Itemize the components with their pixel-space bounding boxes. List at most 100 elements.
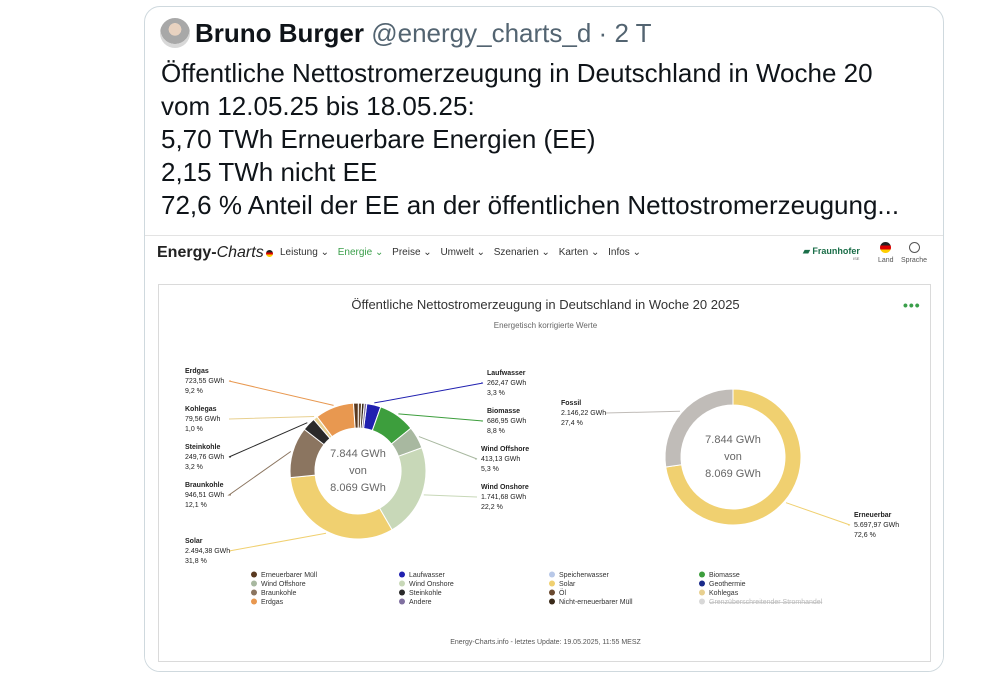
menu-szenarien[interactable]: Szenarien ⌄ bbox=[493, 247, 550, 258]
legend-item[interactable]: Erdgas bbox=[261, 599, 284, 606]
slice-label: Kohlegas bbox=[185, 406, 217, 413]
energy-charts-navbar: Energy-Charts Leistung ⌄ Energie ⌄ Preis… bbox=[145, 236, 943, 270]
legend-item[interactable]: Wind Onshore bbox=[409, 581, 454, 588]
logo-thin: Charts bbox=[216, 244, 264, 261]
slice-connector bbox=[374, 382, 484, 404]
pie-slice[interactable] bbox=[664, 388, 734, 468]
legend-item[interactable]: Speicherwasser bbox=[559, 572, 609, 579]
brand-name: Fraunhofer bbox=[812, 246, 860, 256]
legend-marker[interactable] bbox=[399, 589, 405, 596]
legend-item[interactable]: Erneuerbarer Müll bbox=[261, 572, 317, 579]
legend-item[interactable]: Braunkohle bbox=[261, 590, 297, 597]
tweet-time[interactable]: 2 T bbox=[614, 18, 652, 48]
slice-label: 946,51 GWh bbox=[185, 492, 224, 499]
menu-infos[interactable]: Infos ⌄ bbox=[608, 247, 641, 258]
tweet-card[interactable]: Bruno Burger @energy_charts_d · 2 T Öffe… bbox=[144, 6, 944, 672]
slice-label: Biomasse bbox=[487, 408, 520, 415]
author-name[interactable]: Bruno Burger bbox=[195, 18, 364, 48]
menu-energie[interactable]: Energie ⌄ bbox=[337, 247, 384, 258]
legend-marker[interactable] bbox=[399, 580, 405, 587]
chart-menu-icon[interactable]: ••• bbox=[903, 297, 921, 313]
legend-item[interactable]: Wind Offshore bbox=[261, 581, 306, 588]
legend-item[interactable]: Geothermie bbox=[709, 581, 746, 588]
slice-label: 9,2 % bbox=[185, 388, 203, 395]
slice-label: Wind Offshore bbox=[481, 446, 529, 453]
slice-label: 8,8 % bbox=[487, 428, 505, 435]
legend-marker[interactable] bbox=[399, 598, 405, 605]
legend-item[interactable]: Steinkohle bbox=[409, 590, 442, 597]
legend-item[interactable]: Solar bbox=[559, 581, 576, 588]
legend-item[interactable]: Andere bbox=[409, 599, 432, 606]
donut-center-text: 8.069 GWh bbox=[705, 468, 761, 480]
slice-label: Laufwasser bbox=[487, 370, 526, 377]
pie-slice[interactable] bbox=[378, 447, 427, 531]
legend-item[interactable]: Biomasse bbox=[709, 572, 740, 579]
legend-marker[interactable] bbox=[251, 598, 257, 605]
legend-marker[interactable] bbox=[549, 571, 555, 578]
author-handle[interactable]: @energy_charts_d bbox=[371, 18, 592, 48]
pie-slice[interactable] bbox=[665, 388, 802, 526]
legend-item[interactable]: Kohlegas bbox=[709, 590, 739, 597]
energy-charts-logo: Energy-Charts bbox=[157, 244, 273, 262]
slice-label: 31,8 % bbox=[185, 558, 207, 565]
slice-label: 262,47 GWh bbox=[487, 380, 526, 387]
slice-label: 1.741,68 GWh bbox=[481, 494, 526, 501]
legend-marker[interactable] bbox=[699, 598, 705, 605]
legend-marker[interactable] bbox=[549, 589, 555, 596]
land-label[interactable]: Land bbox=[878, 257, 894, 264]
slice-label: 686,95 GWh bbox=[487, 418, 526, 425]
slice-label: 2.146,22 GWh bbox=[561, 410, 606, 417]
legend-marker[interactable] bbox=[399, 571, 405, 578]
germany-flag-icon[interactable] bbox=[880, 242, 891, 253]
tweet-line: 5,70 TWh Erneuerbare Energien (EE) bbox=[161, 124, 596, 154]
legend-marker[interactable] bbox=[699, 580, 705, 587]
chart-subtitle: Energetisch korrigierte Werte bbox=[493, 321, 598, 330]
slice-connector bbox=[398, 413, 484, 422]
menu-preise[interactable]: Preise ⌄ bbox=[392, 247, 432, 258]
menu-leistung[interactable]: Leistung ⌄ bbox=[280, 247, 329, 258]
slice-label: Wind Onshore bbox=[481, 484, 529, 491]
legend-marker[interactable] bbox=[699, 571, 705, 578]
legend-marker[interactable] bbox=[251, 580, 257, 587]
chart-svg: Laufwasser 262,47 GWh 3,3 % Biomasse 686,95 … bbox=[185, 368, 899, 606]
pie-slice[interactable] bbox=[361, 402, 368, 429]
slice-label: 22,2 % bbox=[481, 504, 503, 511]
slice-label: 249,76 GWh bbox=[185, 454, 224, 461]
language-label[interactable]: Sprache bbox=[901, 257, 928, 264]
legend-marker[interactable] bbox=[549, 580, 555, 587]
donut-center-text: von bbox=[349, 465, 367, 477]
slice-label: Erneuerbar bbox=[854, 512, 892, 519]
chart-footer: Energy-Charts.info - letztes Update: 19.… bbox=[450, 639, 641, 646]
donut-center-text: von bbox=[724, 451, 742, 463]
legend-item[interactable]: Grenzüberschreitender Stromhandel bbox=[709, 599, 823, 606]
slice-connector bbox=[785, 502, 851, 526]
globe-icon[interactable] bbox=[909, 242, 920, 253]
slice-connector bbox=[228, 415, 315, 420]
menu-karten[interactable]: Karten ⌄ bbox=[558, 247, 600, 258]
donut-center-text: 7.844 GWh bbox=[330, 448, 386, 460]
legend-item[interactable]: Laufwasser bbox=[409, 572, 445, 579]
slice-label: Erdgas bbox=[185, 368, 209, 375]
legend-item[interactable]: Nicht-erneuerbarer Müll bbox=[559, 599, 633, 606]
legend-marker[interactable] bbox=[251, 571, 257, 578]
avatar[interactable] bbox=[160, 18, 190, 48]
menu-umwelt[interactable]: Umwelt ⌄ bbox=[440, 247, 485, 258]
legend-marker[interactable] bbox=[251, 589, 257, 596]
slice-label: 2.494,38 GWh bbox=[185, 548, 230, 555]
attached-image[interactable]: Energy-Charts Leistung ⌄ Energie ⌄ Preis… bbox=[145, 235, 943, 671]
brand-sub: ISE bbox=[853, 256, 860, 261]
legend-marker[interactable] bbox=[549, 598, 555, 605]
slice-connector bbox=[423, 494, 478, 498]
slice-label: Solar bbox=[185, 538, 203, 545]
slice-label: Fossil bbox=[561, 400, 581, 407]
slice-label: 723,55 GWh bbox=[185, 378, 224, 385]
fraunhofer-logo: ▰ Fraunhofer bbox=[803, 246, 860, 257]
germany-flag-icon bbox=[265, 250, 273, 257]
slice-label: 413,13 GWh bbox=[481, 456, 520, 463]
fraunhofer-icon: ▰ bbox=[803, 246, 813, 256]
legend-item[interactable]: Öl bbox=[559, 589, 566, 597]
slice-label: Braunkohle bbox=[185, 482, 224, 489]
tweet-line: 72,6 % Anteil der EE an der öffentlichen… bbox=[161, 190, 900, 220]
slice-label: 5,3 % bbox=[481, 466, 499, 473]
legend-marker[interactable] bbox=[699, 589, 705, 596]
